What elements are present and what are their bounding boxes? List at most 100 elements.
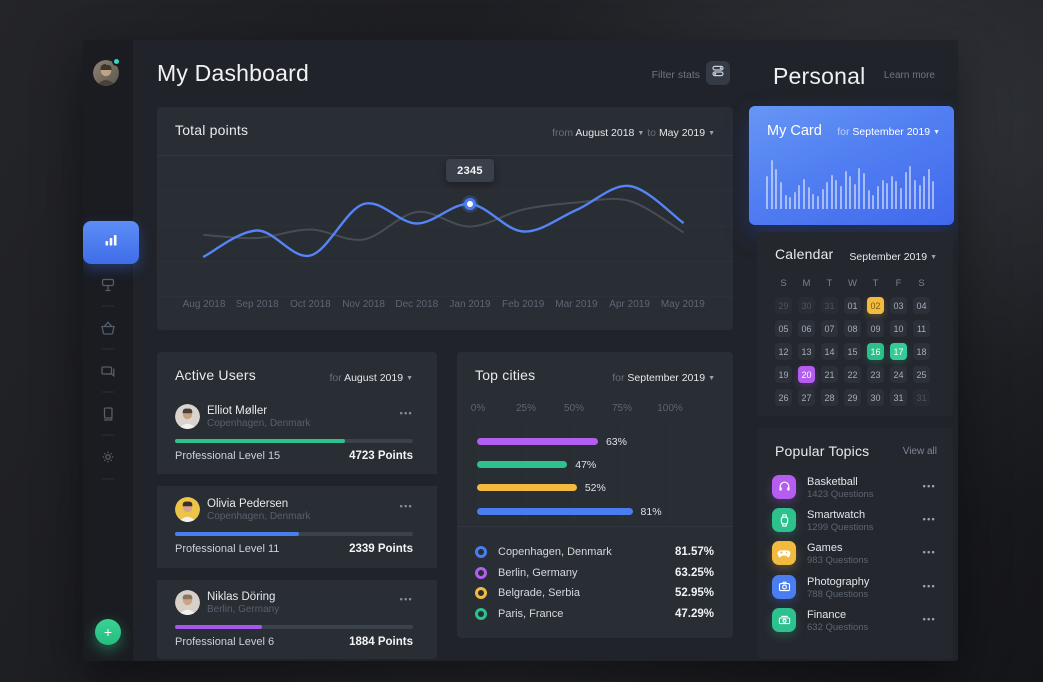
calendar-day[interactable]: 18 [913, 343, 930, 360]
user-separator [157, 474, 437, 486]
learn-more-link[interactable]: Learn more [883, 70, 935, 81]
legend-ring-icon [475, 608, 487, 621]
calendar-day[interactable]: 05 [775, 320, 792, 337]
calendar-day[interactable]: 31 [890, 389, 907, 406]
spark-bar [784, 195, 787, 209]
spark-bar [766, 176, 768, 209]
topic-row[interactable]: Basketball 1423 Questions ••• [757, 474, 953, 500]
gamepad-icon [772, 541, 796, 566]
documents-icon [99, 405, 117, 423]
calendar-day[interactable]: 28 [821, 389, 838, 406]
calendar-day[interactable]: 27 [798, 389, 815, 406]
user-row: Elliot Møller Copenhagen, Denmark ••• Profe… [157, 404, 437, 464]
active-users-title: Active Users [175, 367, 256, 383]
dashboard-window: + My Dashboard Filter stats Total points… [83, 40, 958, 661]
spark-bar [863, 173, 866, 209]
sidebar-item-settings[interactable] [99, 448, 117, 466]
spark-bar [904, 172, 907, 209]
calendar-day[interactable]: 13 [798, 343, 815, 360]
calendar-day[interactable]: 19 [775, 366, 792, 383]
more-options-icon[interactable]: ••• [922, 514, 936, 524]
range-to-value[interactable]: May 2019 [658, 127, 706, 139]
gear-icon [99, 448, 117, 466]
calendar-day[interactable]: 20 [798, 366, 815, 383]
calendar-day[interactable]: 06 [798, 320, 815, 337]
gridline [574, 420, 575, 524]
topic-row[interactable]: Finance 632 Questions ••• [757, 608, 953, 633]
spark-bar [826, 182, 829, 209]
calendar-day[interactable]: 10 [890, 320, 907, 337]
popular-topics-card: Popular Topics View all Basketball 1423 Q… [757, 428, 953, 659]
calendar-day[interactable]: 07 [821, 320, 838, 337]
range-for-value[interactable]: September 2019 [852, 126, 931, 138]
more-options-icon[interactable]: ••• [399, 594, 413, 604]
calendar-day[interactable]: 02 [867, 297, 884, 314]
calendar-day[interactable]: 22 [844, 366, 861, 383]
filter-stats-button[interactable] [706, 61, 730, 85]
sidebar-item-documents[interactable] [99, 405, 117, 423]
calendar-day[interactable]: 26 [775, 389, 792, 406]
filter-stats-label[interactable]: Filter stats [651, 69, 700, 81]
calendar-day[interactable]: 03 [890, 297, 907, 314]
sidebar-item-messages[interactable] [99, 362, 117, 380]
active-users-range: for August 2019 ▼ [329, 372, 413, 384]
calendar-day[interactable]: 09 [867, 320, 884, 337]
sidebar-item-shop[interactable] [99, 319, 117, 337]
chevron-down-icon: ▼ [708, 130, 715, 137]
calendar-day[interactable]: 25 [913, 366, 930, 383]
calendar-day[interactable]: 14 [821, 343, 838, 360]
range-for-value[interactable]: September 2019 [627, 372, 706, 384]
legend-row: Copenhagen, Denmark 81.57% [457, 542, 733, 562]
total-points-chart [157, 155, 733, 297]
more-options-icon[interactable]: ••• [399, 501, 413, 511]
user-level: Professional Level 6 [175, 636, 275, 648]
spark-bar [779, 182, 782, 209]
progress-track [175, 532, 413, 536]
calendar-day[interactable]: 21 [821, 366, 838, 383]
more-options-icon[interactable]: ••• [922, 547, 936, 558]
sidebar-item-dashboard[interactable] [83, 221, 139, 264]
topic-row[interactable]: Photography 788 Questions ••• [757, 574, 953, 600]
user-name: Niklas Döring [207, 591, 276, 603]
legend-row: Berlin, Germany 63.25% [457, 563, 733, 583]
topic-row[interactable]: Smartwatch 1299 Questions ••• [757, 508, 953, 533]
more-options-icon[interactable]: ••• [922, 480, 936, 491]
legend-value: 81.57% [674, 546, 714, 558]
range-from-value[interactable]: August 2018 [575, 127, 635, 139]
calendar-day[interactable]: 29 [775, 297, 792, 314]
calendar-day[interactable]: 11 [913, 320, 930, 337]
more-options-icon[interactable]: ••• [399, 408, 413, 418]
add-button[interactable]: + [95, 619, 121, 645]
view-all-link[interactable]: View all [902, 446, 937, 457]
calendar-day[interactable]: 29 [844, 389, 861, 406]
more-options-icon[interactable]: ••• [922, 580, 936, 591]
calendar-day[interactable]: 12 [775, 343, 792, 360]
more-options-icon[interactable]: ••• [922, 614, 936, 625]
topic-count: 788 Questions [807, 588, 869, 600]
calendar-day[interactable]: 23 [867, 366, 884, 383]
calendar-day[interactable]: 15 [844, 343, 861, 360]
calendar-day[interactable]: 31 [821, 297, 838, 314]
calendar-month-value[interactable]: September 2019 [849, 251, 928, 263]
x-axis-label: Jan 2019 [449, 299, 491, 310]
calendar-day[interactable]: 17 [890, 343, 907, 360]
topic-row[interactable]: Games 983 Questions ••• [757, 541, 953, 567]
user-avatar[interactable] [93, 57, 121, 86]
calendar-day[interactable]: 04 [913, 297, 930, 314]
range-for-value[interactable]: August 2019 [344, 372, 404, 384]
calendar-day[interactable]: 16 [867, 343, 884, 360]
sidebar-item-milestones[interactable] [99, 276, 117, 294]
calendar-grid: S M T W T F S 29 30 31 01 02 03 04 05 06 07 08 09 10 11 12 13 1… [775, 276, 930, 406]
topic-count: 983 Questions [807, 555, 869, 567]
calendar-day[interactable]: 08 [844, 320, 861, 337]
calendar-day[interactable]: 30 [867, 389, 884, 406]
legend-ring-icon [475, 587, 487, 600]
calendar-day[interactable]: 31 [913, 389, 930, 406]
calendar-day[interactable]: 30 [798, 297, 815, 314]
calendar-day[interactable]: 24 [890, 366, 907, 383]
x-axis-label: Aug 2018 [182, 299, 226, 310]
user-photo [175, 497, 200, 522]
spark-bar [816, 196, 819, 209]
calendar-day[interactable]: 01 [844, 297, 861, 314]
weekday-label: W [848, 278, 857, 289]
